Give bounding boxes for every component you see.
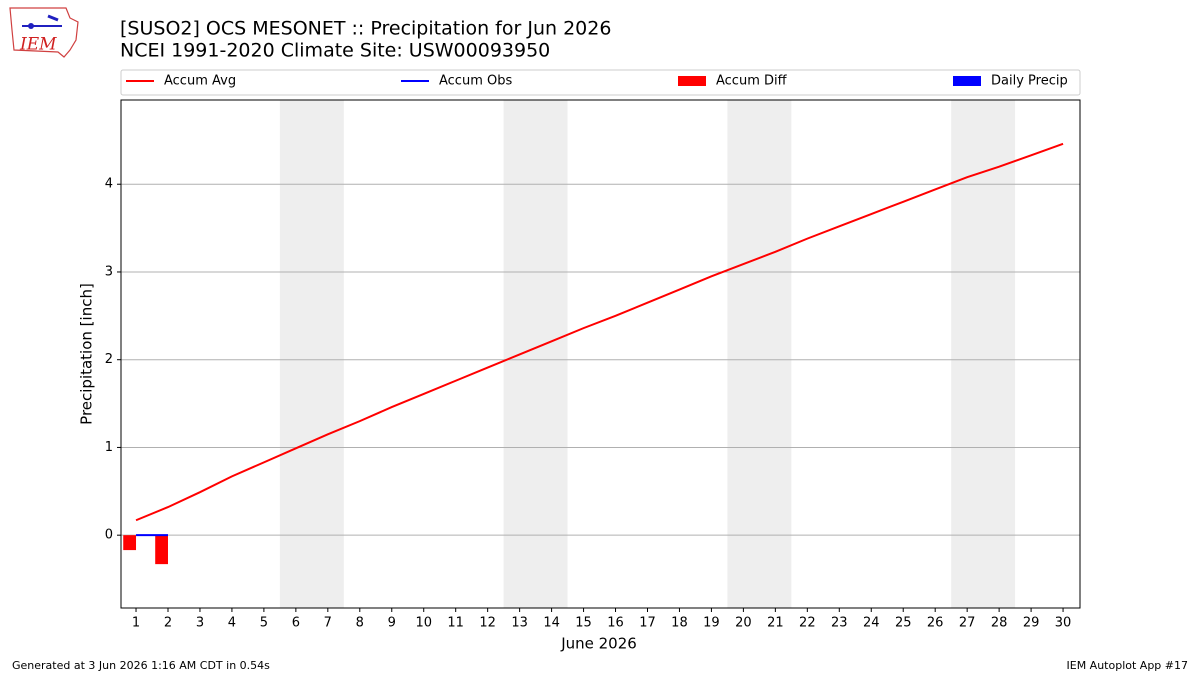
chart-subtitle: NCEI 1991-2020 Climate Site: USW00093950 bbox=[120, 40, 550, 62]
x-tick-label: 10 bbox=[415, 616, 432, 631]
chart-title: [SUSO2] OCS MESONET :: Precipitation for… bbox=[120, 18, 611, 40]
x-tick-label: 2 bbox=[164, 616, 172, 631]
x-tick-label: 28 bbox=[991, 616, 1008, 631]
x-tick-label: 17 bbox=[639, 616, 656, 631]
x-tick-label: 25 bbox=[895, 616, 912, 631]
y-tick-label: 1 bbox=[105, 440, 113, 455]
legend-label: Accum Diff bbox=[716, 74, 788, 89]
weekend-shade bbox=[727, 100, 792, 608]
plot-frame bbox=[120, 99, 1081, 609]
x-tick-label: 27 bbox=[959, 616, 976, 631]
logo: IEM bbox=[9, 7, 79, 58]
footer-left: Generated at 3 Jun 2026 1:16 AM CDT in 0… bbox=[12, 659, 270, 672]
legend-label: Accum Avg bbox=[164, 74, 236, 89]
x-tick-label: 19 bbox=[703, 616, 720, 631]
x-tick-label: 1 bbox=[132, 616, 140, 631]
x-tick-label: 8 bbox=[356, 616, 364, 631]
x-tick-label: 30 bbox=[1055, 616, 1072, 631]
footer-right: IEM Autoplot App #17 bbox=[1067, 659, 1189, 672]
legend-label: Daily Precip bbox=[991, 74, 1068, 89]
bar bbox=[123, 535, 137, 551]
x-tick-label: 13 bbox=[511, 616, 528, 631]
x-tick-label: 9 bbox=[388, 616, 396, 631]
x-tick-label: 21 bbox=[767, 616, 784, 631]
x-tick-label: 29 bbox=[1023, 616, 1040, 631]
x-tick-label: 24 bbox=[863, 616, 880, 631]
x-tick-label: 16 bbox=[607, 616, 624, 631]
x-tick-label: 12 bbox=[479, 616, 496, 631]
weekend-shade bbox=[279, 100, 344, 608]
x-tick-label: 18 bbox=[671, 616, 688, 631]
bar bbox=[155, 535, 168, 565]
x-tick-label: 6 bbox=[292, 616, 300, 631]
x-tick-label: 23 bbox=[831, 616, 848, 631]
x-tick-label: 14 bbox=[543, 616, 560, 631]
y-tick-label: 0 bbox=[105, 528, 113, 543]
x-tick-label: 5 bbox=[260, 616, 268, 631]
y-tick-label: 2 bbox=[105, 352, 113, 367]
y-tick-label: 3 bbox=[105, 264, 113, 279]
x-tick-label: 11 bbox=[447, 616, 464, 631]
x-tick-label: 26 bbox=[927, 616, 944, 631]
weekend-shade bbox=[951, 100, 1016, 608]
x-tick-label: 3 bbox=[196, 616, 204, 631]
x-tick-label: 15 bbox=[575, 616, 592, 631]
x-tick-label: 7 bbox=[324, 616, 332, 631]
x-axis-label: June 2026 bbox=[560, 635, 637, 653]
legend-swatch bbox=[678, 76, 706, 86]
y-axis-label: Precipitation [inch] bbox=[78, 283, 96, 425]
legend-box bbox=[120, 69, 1081, 96]
logo-text: IEM bbox=[19, 35, 57, 55]
weekend-shade bbox=[503, 100, 568, 608]
x-tick-label: 22 bbox=[799, 616, 816, 631]
line-0 bbox=[135, 142, 1064, 522]
x-tick-label: 20 bbox=[735, 616, 752, 631]
legend-label: Accum Obs bbox=[439, 74, 512, 89]
x-tick-label: 4 bbox=[228, 616, 236, 631]
legend-swatch bbox=[953, 76, 981, 86]
y-tick-label: 4 bbox=[105, 177, 113, 192]
